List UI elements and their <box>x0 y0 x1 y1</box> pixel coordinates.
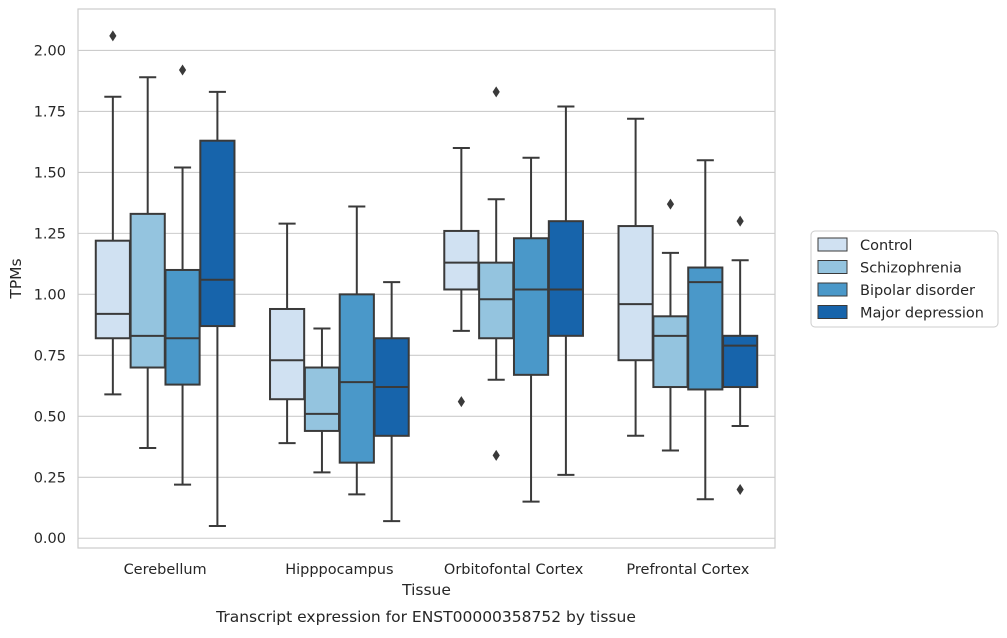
box-iqr <box>94 239 131 340</box>
x-tick-label: Orbitofontal Cortex <box>444 562 584 578</box>
box-schizophrenia <box>303 327 341 474</box>
legend-label: Bipolar disorder <box>860 283 975 299</box>
outlier-point <box>492 86 500 98</box>
legend-swatch <box>817 237 848 252</box>
box-groups <box>94 30 759 528</box>
box-bipolar-disorder <box>164 64 201 486</box>
outlier-point <box>457 396 465 408</box>
y-tick-label: 0.50 <box>34 409 66 425</box>
legend-box <box>810 230 999 328</box>
box-control <box>617 117 654 437</box>
box-iqr <box>652 315 689 389</box>
x-tick-label: Prefrontal Cortex <box>626 562 749 578</box>
legend-swatch <box>817 305 848 319</box>
outlier-point <box>736 215 744 227</box>
box-iqr <box>129 212 166 369</box>
legend: Control Schizophrenia Bipolar disorder Majo… <box>810 230 999 328</box>
outlier-point <box>736 483 744 495</box>
legend-label: Schizophrenia <box>860 261 962 277</box>
box-bipolar-disorder <box>687 159 724 501</box>
box-major-depression <box>373 281 410 523</box>
box-major-depression <box>722 215 759 495</box>
box-iqr <box>687 266 724 391</box>
y-tick-label: 1.50 <box>34 165 66 181</box>
box-iqr <box>199 139 236 328</box>
legend-swatch <box>817 260 848 274</box>
box-major-depression <box>547 105 584 476</box>
box-iqr <box>478 261 515 340</box>
plot-frame <box>77 8 776 549</box>
y-axis-ticks: 0.00 0.25 0.50 0.75 1.00 1.25 1.50 1.75 2.00 <box>34 43 66 547</box>
y-tick-label: 1.25 <box>34 226 66 242</box>
y-tick-label: 0.25 <box>34 470 66 486</box>
box-schizophrenia <box>652 198 689 452</box>
box-iqr <box>443 229 480 291</box>
box-bipolar-disorder <box>338 205 375 496</box>
box-iqr <box>338 293 375 464</box>
chart-caption: Transcript expression for ENST0000035875… <box>215 608 636 626</box>
box-iqr <box>722 334 759 389</box>
x-axis-ticks: Cerebellum Hipppocampus Orbitofontal Corte… <box>124 562 750 578</box>
box-control <box>269 222 306 445</box>
box-schizophrenia <box>478 86 515 461</box>
legend-swatch <box>817 282 848 297</box>
box-iqr <box>617 225 654 362</box>
y-tick-label: 0.00 <box>34 531 66 547</box>
x-tick-label: Hipppocampus <box>285 562 393 578</box>
box-iqr <box>303 366 341 432</box>
outlier-point <box>492 449 500 461</box>
y-tick-label: 1.00 <box>34 287 66 303</box>
box-control <box>94 30 131 396</box>
box-major-depression <box>199 90 236 528</box>
legend-label: Control <box>860 238 912 254</box>
box-iqr <box>164 268 201 386</box>
y-axis-label: TPMs <box>7 258 25 299</box>
box-iqr <box>547 220 584 337</box>
box-iqr <box>269 307 306 401</box>
box-bipolar-disorder <box>512 156 550 503</box>
legend-label: Major depression <box>860 306 984 322</box>
outlier-point <box>666 198 675 210</box>
x-axis-label: Tissue <box>401 581 451 599</box>
outlier-point <box>178 64 187 76</box>
y-tick-label: 0.75 <box>34 348 66 364</box>
y-tick-label: 1.75 <box>34 104 66 120</box>
y-tick-label: 2.00 <box>34 43 66 59</box>
x-tick-label: Cerebellum <box>124 562 207 578</box>
outlier-point <box>109 30 117 42</box>
box-control <box>443 147 480 408</box>
box-iqr <box>512 237 550 376</box>
